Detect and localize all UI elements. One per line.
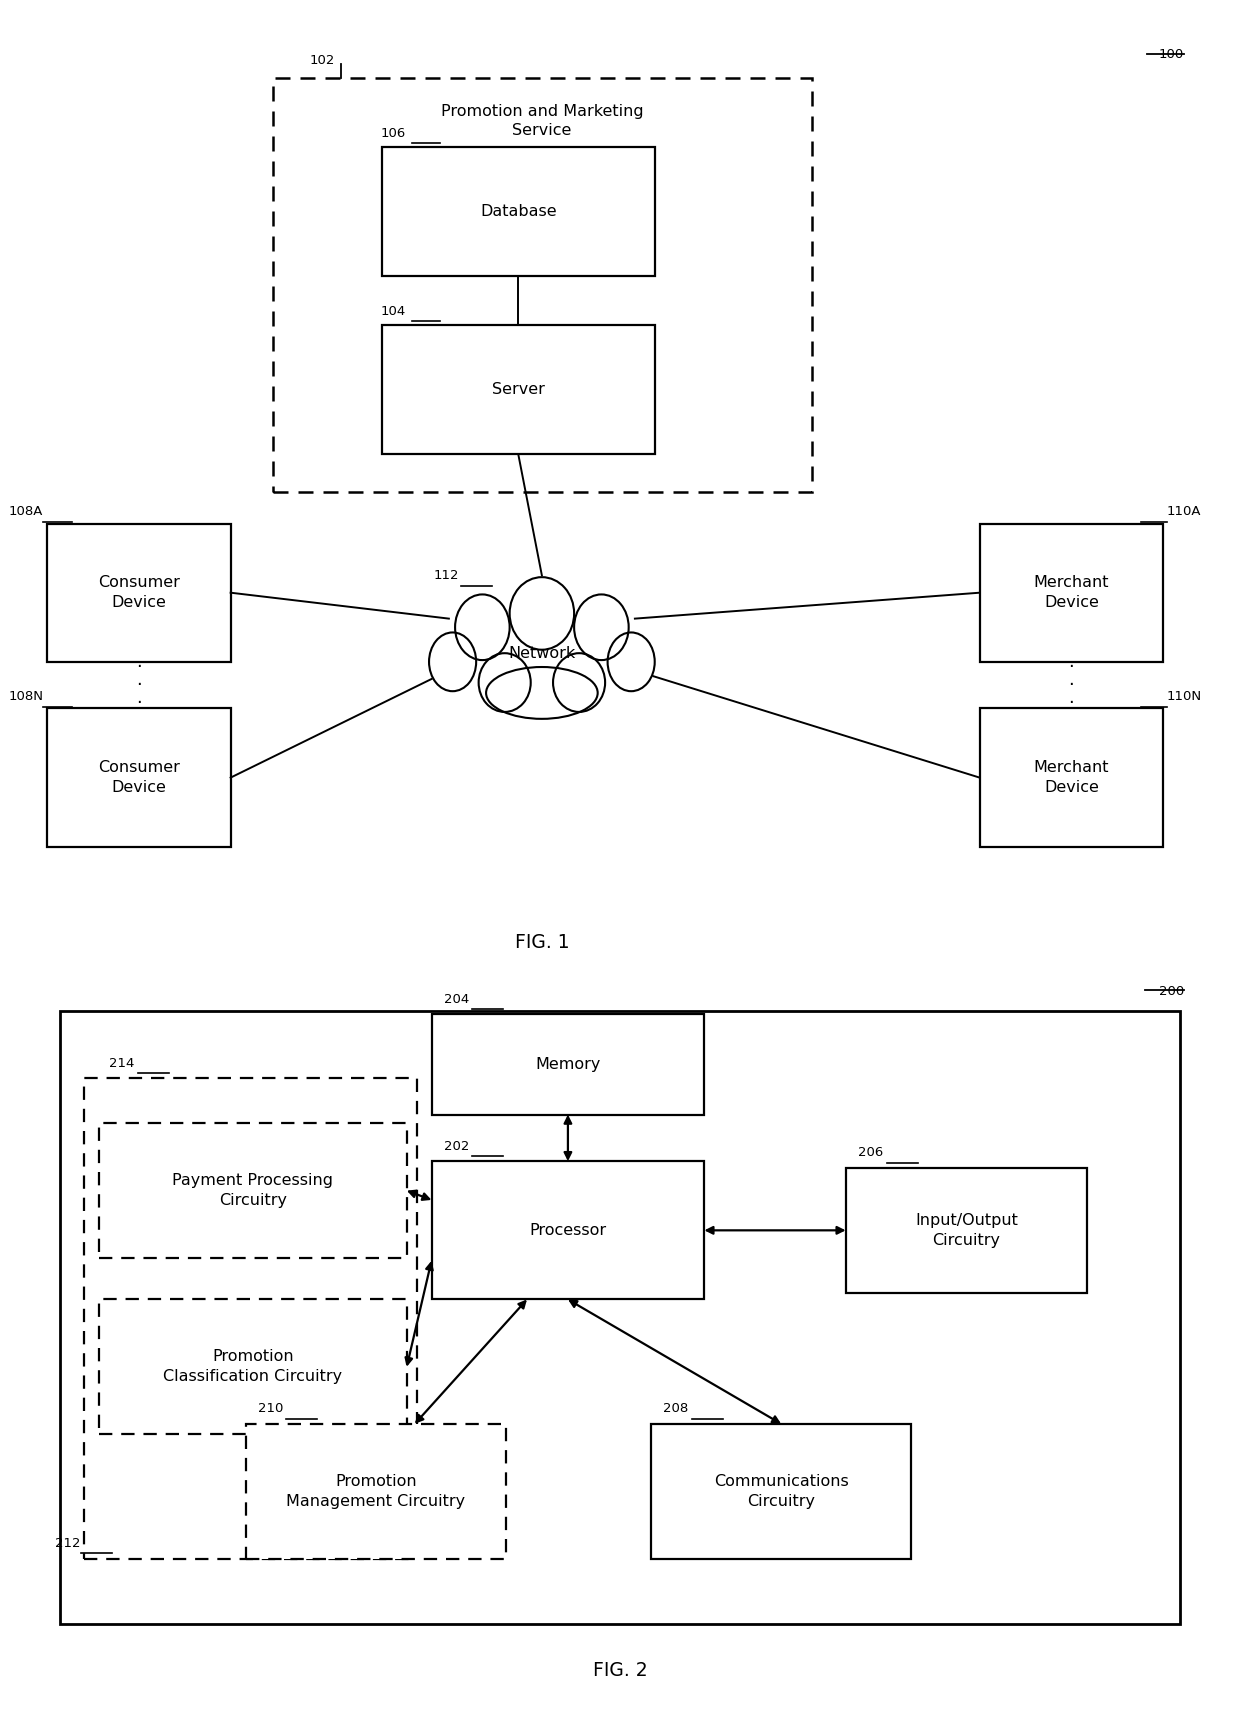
Bar: [99, 1123, 407, 1258]
Text: Consumer
Device: Consumer Device: [98, 575, 180, 610]
Text: Memory: Memory: [536, 1058, 600, 1071]
Ellipse shape: [486, 667, 598, 719]
Bar: [382, 325, 655, 454]
Bar: [47, 524, 231, 662]
Bar: [980, 524, 1163, 662]
Bar: [60, 1011, 1180, 1624]
Text: FIG. 2: FIG. 2: [593, 1661, 647, 1680]
Text: 214: 214: [109, 1056, 134, 1070]
Text: Promotion and Marketing
Service: Promotion and Marketing Service: [440, 104, 644, 138]
Bar: [99, 1299, 407, 1434]
Bar: [246, 1424, 506, 1559]
Text: 108N: 108N: [9, 689, 43, 703]
Text: 110N: 110N: [1167, 689, 1202, 703]
Bar: [846, 1168, 1087, 1293]
Ellipse shape: [479, 653, 531, 712]
Text: 208: 208: [663, 1401, 688, 1415]
Text: Merchant
Device: Merchant Device: [1034, 760, 1109, 795]
Text: Merchant
Device: Merchant Device: [1034, 575, 1109, 610]
Bar: [980, 708, 1163, 847]
Text: 200: 200: [1159, 985, 1184, 999]
Text: Input/Output
Circuitry: Input/Output Circuitry: [915, 1213, 1018, 1248]
Ellipse shape: [510, 577, 574, 650]
Text: Promotion
Classification Circuitry: Promotion Classification Circuitry: [164, 1350, 342, 1384]
Text: Server: Server: [492, 382, 544, 397]
Text: Payment Processing
Circuitry: Payment Processing Circuitry: [172, 1173, 334, 1208]
Text: 204: 204: [444, 992, 469, 1006]
Text: Consumer
Device: Consumer Device: [98, 760, 180, 795]
Bar: [382, 147, 655, 276]
Bar: [651, 1424, 911, 1559]
Text: 108A: 108A: [9, 505, 43, 518]
Ellipse shape: [455, 594, 510, 660]
Bar: [273, 78, 812, 492]
Text: ·
·
·: · · ·: [1069, 658, 1074, 712]
Bar: [84, 1078, 417, 1559]
Text: FIG. 1: FIG. 1: [515, 933, 569, 952]
Text: 110A: 110A: [1167, 505, 1202, 518]
Text: Promotion
Management Circuitry: Promotion Management Circuitry: [286, 1474, 465, 1509]
Text: Database: Database: [480, 204, 557, 219]
Ellipse shape: [553, 653, 605, 712]
Ellipse shape: [574, 594, 629, 660]
Text: ·
·
·: · · ·: [136, 658, 141, 712]
Text: Communications
Circuitry: Communications Circuitry: [714, 1474, 848, 1509]
Bar: [432, 1014, 704, 1115]
Bar: [432, 1161, 704, 1299]
Text: 100: 100: [1159, 48, 1184, 62]
Ellipse shape: [429, 632, 476, 691]
Bar: [47, 708, 231, 847]
Text: 104: 104: [381, 304, 405, 318]
Ellipse shape: [608, 632, 655, 691]
Text: 202: 202: [444, 1139, 469, 1153]
Text: 210: 210: [258, 1401, 283, 1415]
Text: Processor: Processor: [529, 1223, 606, 1237]
Text: 112: 112: [434, 569, 460, 582]
Text: 212: 212: [55, 1536, 81, 1550]
Text: Network: Network: [508, 646, 575, 660]
Text: 106: 106: [381, 126, 405, 140]
Text: 102: 102: [310, 54, 335, 67]
Text: 206: 206: [858, 1146, 883, 1159]
